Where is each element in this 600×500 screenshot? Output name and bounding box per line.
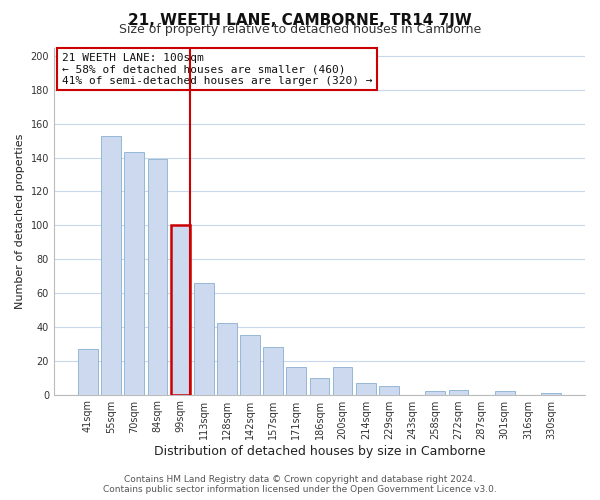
- Bar: [101, 136, 121, 394]
- Y-axis label: Number of detached properties: Number of detached properties: [15, 134, 25, 308]
- Bar: [425, 391, 445, 394]
- Text: Contains HM Land Registry data © Crown copyright and database right 2024.
Contai: Contains HM Land Registry data © Crown c…: [103, 474, 497, 494]
- Text: 21 WEETH LANE: 100sqm
← 58% of detached houses are smaller (460)
41% of semi-det: 21 WEETH LANE: 100sqm ← 58% of detached …: [62, 52, 373, 86]
- Bar: [333, 368, 352, 394]
- Text: 21, WEETH LANE, CAMBORNE, TR14 7JW: 21, WEETH LANE, CAMBORNE, TR14 7JW: [128, 12, 472, 28]
- Bar: [310, 378, 329, 394]
- Bar: [217, 324, 236, 394]
- X-axis label: Distribution of detached houses by size in Camborne: Distribution of detached houses by size …: [154, 444, 485, 458]
- Bar: [240, 336, 260, 394]
- Text: Size of property relative to detached houses in Camborne: Size of property relative to detached ho…: [119, 22, 481, 36]
- Bar: [170, 226, 190, 394]
- Bar: [148, 159, 167, 394]
- Bar: [495, 391, 515, 394]
- Bar: [78, 349, 98, 395]
- Bar: [356, 382, 376, 394]
- Bar: [286, 368, 306, 394]
- Bar: [263, 347, 283, 395]
- Bar: [379, 386, 399, 394]
- Bar: [541, 393, 561, 394]
- Bar: [124, 152, 144, 394]
- Bar: [194, 283, 214, 395]
- Bar: [449, 390, 468, 394]
